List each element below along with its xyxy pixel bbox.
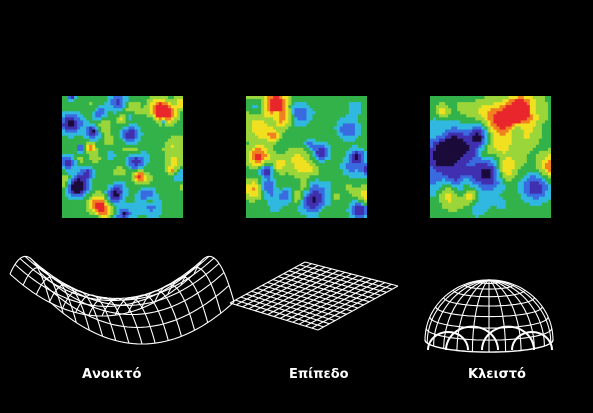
flat-grid-wireframe <box>229 261 399 331</box>
cmb-map-closed <box>430 96 551 218</box>
sphere-dome-wireframe <box>424 279 554 353</box>
label-open-universe: Ανοικτό <box>82 367 142 382</box>
saddle-surface-wireframe <box>9 255 235 345</box>
cmb-map-open <box>62 96 183 218</box>
label-flat-universe: Επίπεδο <box>289 367 349 382</box>
cmb-map-flat <box>246 96 367 218</box>
label-closed-universe: Κλειστό <box>468 367 526 382</box>
